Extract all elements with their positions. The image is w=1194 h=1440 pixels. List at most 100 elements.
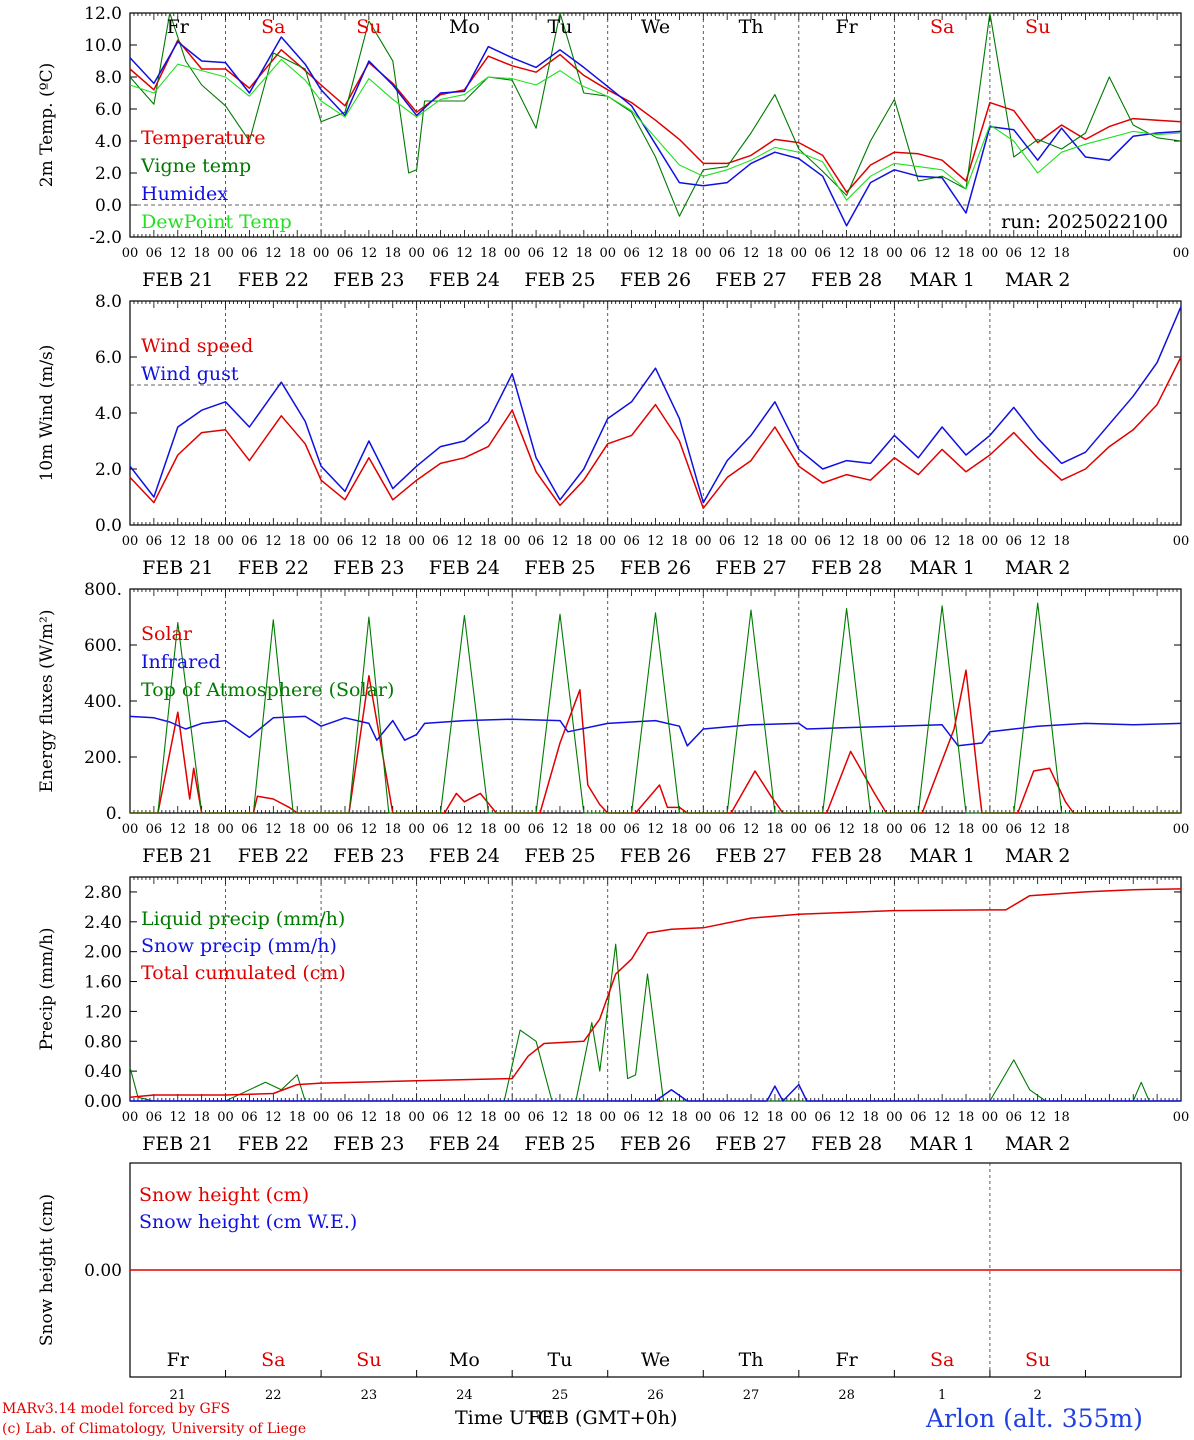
hour-tick-label: 12 [743, 534, 760, 549]
weekday-label: Su [1025, 16, 1050, 38]
hour-tick-label: 18 [862, 1110, 879, 1125]
hour-tick-label: 18 [193, 822, 210, 837]
hour-tick-label: 06 [146, 534, 163, 549]
hour-tick-label: 18 [958, 534, 975, 549]
hour-tick-label: 12 [743, 822, 760, 837]
date-label: FEB 24 [429, 1133, 500, 1155]
y-tick-label: 2.0 [95, 164, 122, 184]
hour-tick-label: 06 [337, 246, 354, 261]
hour-tick-label: 06 [623, 534, 640, 549]
hour-tick-label: 18 [1053, 822, 1070, 837]
date-label: FEB 27 [715, 845, 786, 867]
hour-tick-label: 18 [480, 822, 497, 837]
hour-tick-label: 12 [169, 822, 186, 837]
y-axis-title: Energy fluxes (W/m²) [37, 610, 57, 793]
date-label: MAR 1 [909, 845, 975, 867]
hour-tick-label: 18 [576, 534, 593, 549]
legend-entry: Snow precip (mm/h) [141, 935, 337, 957]
y-tick-label: 12.0 [84, 4, 122, 24]
y-tick-label: 4.0 [95, 132, 122, 152]
hour-tick-label: 00 [695, 1110, 712, 1125]
y-axis-title: Snow height (cm) [37, 1194, 57, 1346]
hour-tick-label: 00 [504, 246, 521, 261]
hour-tick-label: 06 [1006, 822, 1023, 837]
date-label: FEB 24 [429, 557, 500, 579]
hour-tick-label: 18 [671, 246, 688, 261]
hour-tick-label: 06 [432, 1110, 449, 1125]
hour-tick-label: 06 [1006, 246, 1023, 261]
hour-tick-label: 12 [552, 822, 569, 837]
hour-tick-label: 06 [146, 1110, 163, 1125]
hour-tick-label: 00 [504, 534, 521, 549]
series-line [129, 306, 1182, 504]
hour-tick-label: 18 [958, 1110, 975, 1125]
weekday-label: Fr [167, 16, 190, 38]
date-label: FEB 25 [524, 269, 595, 291]
hour-tick-label: 00 [599, 534, 616, 549]
hour-tick-label: 12 [169, 246, 186, 261]
hour-tick-label: 18 [384, 822, 401, 837]
y-tick-label: 2.0 [95, 460, 122, 480]
series-line [130, 1083, 1181, 1102]
hour-tick-label: 12 [838, 822, 855, 837]
date-label: FEB 22 [238, 557, 309, 579]
hour-tick-label: 00 [791, 246, 808, 261]
hour-tick-label: 06 [719, 246, 736, 261]
hour-tick-label: 18 [289, 822, 306, 837]
hour-tick-label: 00 [791, 822, 808, 837]
y-tick-label: 0. [106, 804, 122, 824]
hour-tick-label: 00 [217, 1110, 234, 1125]
date-label: FEB 25 [524, 845, 595, 867]
hour-tick-label: 18 [671, 534, 688, 549]
date-label: FEB 26 [620, 557, 691, 579]
date-label: FEB 23 [333, 269, 404, 291]
hour-tick-label: 12 [1029, 1110, 1046, 1125]
y-tick-label: 4.0 [95, 404, 122, 424]
panel-5 [129, 1162, 1182, 1378]
hour-tick-label: 00 [695, 534, 712, 549]
weekday-label: Th [739, 16, 764, 38]
hour-tick-label: 18 [289, 1110, 306, 1125]
weekday-label: Su [1025, 1349, 1050, 1371]
weekday-label: Th [739, 1349, 764, 1371]
date-label: MAR 2 [1005, 845, 1071, 867]
hour-tick-label: 18 [862, 822, 879, 837]
hour-tick-label: 12 [743, 246, 760, 261]
day-number: 21 [169, 1388, 186, 1403]
y-tick-label: 6.0 [95, 348, 122, 368]
date-label: FEB 27 [715, 1133, 786, 1155]
hour-tick-label: 12 [552, 534, 569, 549]
series-line [129, 943, 1181, 1102]
hour-tick-label: 00 [217, 822, 234, 837]
hour-tick-label: 18 [671, 822, 688, 837]
hour-tick-label: 18 [862, 534, 879, 549]
legend-entry: Wind speed [141, 335, 253, 357]
hour-tick-label: 00 [313, 534, 330, 549]
legend-entry: Temperature [141, 127, 265, 149]
date-label: MAR 1 [909, 557, 975, 579]
hour-tick-label: 00 [1173, 822, 1190, 837]
hour-tick-label: 00 [886, 822, 903, 837]
day-number: 26 [647, 1388, 664, 1403]
day-number: 23 [361, 1388, 378, 1403]
hour-tick-label: 18 [1053, 246, 1070, 261]
hour-tick-label: 12 [934, 246, 951, 261]
station-label: Arlon (alt. 355m) [926, 1404, 1143, 1433]
date-label: FEB 27 [715, 269, 786, 291]
hour-tick-label: 18 [576, 1110, 593, 1125]
series-line [129, 888, 1182, 1099]
hour-tick-label: 18 [576, 246, 593, 261]
hour-tick-label: 12 [934, 1110, 951, 1125]
y-tick-label: 2.00 [84, 943, 122, 963]
hour-tick-label: 06 [814, 534, 831, 549]
weekday-label: Tu [547, 1349, 572, 1371]
legend-entry: Liquid precip (mm/h) [141, 908, 345, 930]
hour-tick-label: 00 [1173, 246, 1190, 261]
hour-tick-label: 12 [169, 534, 186, 549]
weekday-label: Mo [449, 1349, 480, 1371]
y-tick-label: 0.00 [84, 1261, 122, 1281]
hour-tick-label: 12 [552, 246, 569, 261]
series-line [130, 602, 1181, 814]
hour-tick-label: 00 [408, 534, 425, 549]
date-label: FEB 24 [429, 845, 500, 867]
